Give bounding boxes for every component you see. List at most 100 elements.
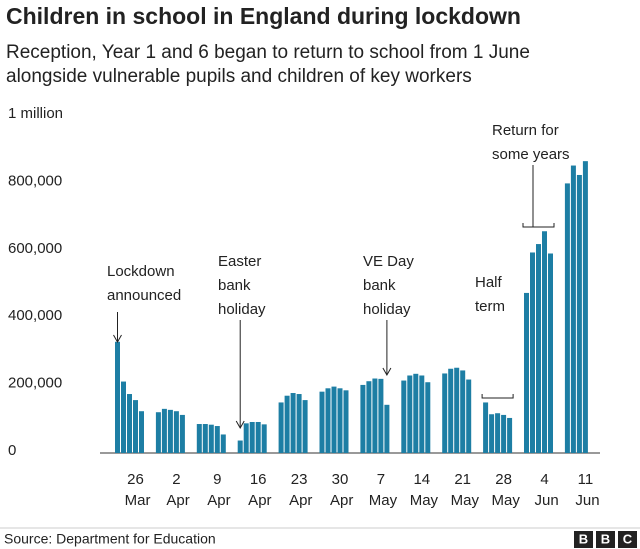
bar (524, 292, 529, 453)
bar (325, 388, 331, 453)
bracket (481, 394, 514, 399)
bar (564, 183, 570, 453)
bar (483, 402, 489, 453)
bar (179, 414, 185, 453)
x-tick-label: 23 Apr (286, 471, 313, 509)
bar (366, 381, 372, 453)
logo-box (596, 531, 615, 548)
logo-letter: B (579, 531, 588, 546)
annotation: bank (363, 277, 396, 294)
annotation: holiday (218, 301, 266, 318)
bar (243, 423, 249, 453)
annotation: term (475, 298, 505, 315)
bar (196, 424, 202, 453)
bar (261, 424, 267, 453)
chart-title: Children in school in England during loc… (6, 3, 521, 29)
bar (161, 408, 167, 453)
bar (249, 421, 255, 453)
annotation: VE Day (363, 253, 414, 270)
bar (284, 395, 290, 453)
bar (121, 381, 126, 453)
bar (454, 367, 460, 453)
annotation: Return for (492, 122, 559, 139)
bar (425, 382, 431, 453)
arrow-head (235, 420, 245, 430)
y-tick-label: 800,000 (8, 172, 62, 189)
bar (401, 380, 407, 453)
y-tick-label: 1 million (8, 105, 63, 122)
bar (302, 400, 308, 453)
bar (337, 388, 343, 453)
bar (290, 393, 296, 453)
logo-box (618, 531, 637, 548)
x-tick-label: 26 Mar (121, 471, 151, 509)
bar (208, 424, 214, 453)
x-tick-label: 16 Apr (245, 471, 272, 509)
x-tick-label: 7 May (365, 471, 398, 509)
source: Source: Department for Education (4, 531, 216, 547)
bar (460, 370, 466, 453)
bar (384, 404, 390, 453)
y-tick-label: 0 (8, 442, 16, 459)
bar (495, 413, 501, 453)
logo-box (574, 531, 593, 548)
bar (576, 174, 582, 453)
bar (296, 394, 302, 453)
bar (530, 252, 535, 453)
bar (319, 391, 325, 453)
bar (155, 412, 161, 453)
arrow-head (382, 367, 392, 377)
bar (542, 231, 547, 453)
annotation: Half (475, 274, 503, 291)
bar (407, 375, 413, 453)
logo-letter: B (601, 531, 610, 546)
bar (582, 161, 588, 453)
x-tick-label: 11 Jun (571, 471, 599, 509)
x-tick-label: 30 Apr (327, 471, 354, 509)
bar (214, 426, 220, 453)
annotation: Easter (218, 253, 261, 270)
x-tick-label: 2 Apr (163, 471, 190, 509)
bar (448, 368, 454, 453)
bar (413, 373, 419, 453)
logo-letter: C (623, 531, 633, 546)
bar (570, 165, 576, 453)
bar (115, 341, 120, 453)
x-tick-label: 14 May (406, 471, 439, 509)
bar (507, 417, 513, 453)
x-tick-label: 4 Jun (530, 471, 558, 509)
bar (127, 394, 132, 453)
bar (489, 414, 495, 453)
bar (501, 414, 507, 453)
bar (360, 384, 366, 453)
subtitle: alongside vulnerable pupils and children… (6, 66, 472, 87)
bar (466, 379, 472, 453)
bar (139, 411, 144, 453)
bar (536, 244, 541, 453)
bracket (522, 223, 555, 228)
y-tick-label: 200,000 (8, 375, 62, 392)
bar (372, 378, 378, 453)
bar (419, 375, 425, 453)
y-tick-label: 600,000 (8, 240, 62, 257)
bar (343, 390, 349, 453)
annotation: announced (107, 287, 181, 304)
bar (378, 378, 384, 453)
bar (202, 424, 208, 453)
bar (133, 400, 138, 453)
bar (331, 386, 337, 453)
bar (442, 373, 448, 453)
y-tick-label: 400,000 (8, 307, 62, 324)
subtitle: Reception, Year 1 and 6 began to return … (6, 42, 530, 63)
bar (167, 409, 173, 453)
x-tick-label: 9 Apr (204, 471, 231, 509)
bar (173, 411, 179, 453)
bar (278, 402, 284, 453)
bar (237, 440, 243, 453)
annotation: some years (492, 146, 570, 163)
x-tick-label: 21 May (446, 471, 479, 509)
annotation: Lockdown (107, 263, 175, 280)
annotation: bank (218, 277, 251, 294)
bar (548, 253, 553, 453)
